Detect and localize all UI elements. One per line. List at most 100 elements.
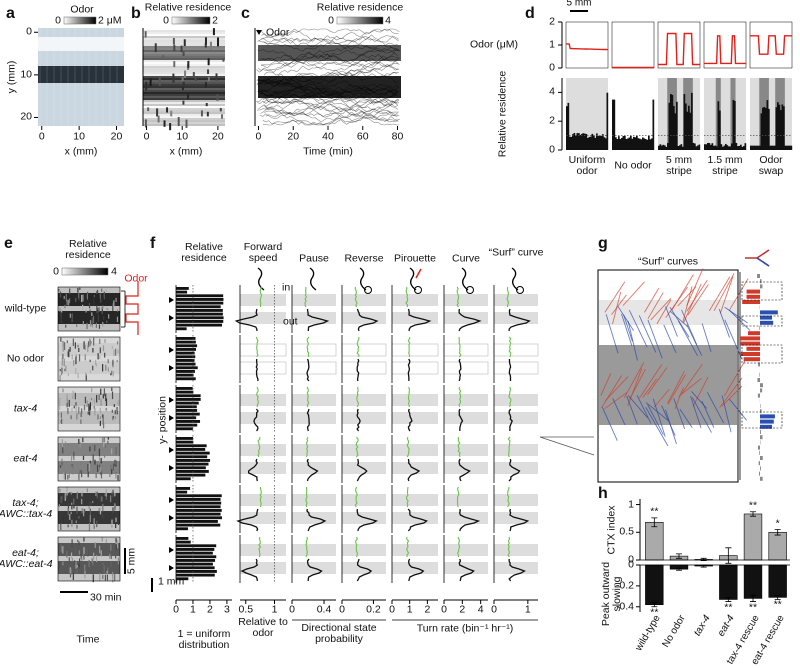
- colorbar-label: 0: [55, 14, 61, 27]
- image-speck: [173, 44, 176, 52]
- image-speck: [76, 491, 78, 499]
- worm-track: [260, 106, 399, 122]
- image-speck: [207, 69, 210, 74]
- image-speck: [169, 123, 172, 131]
- surf-trace: [724, 319, 743, 360]
- residence-hist-bar: [579, 134, 582, 150]
- state-profile-in: [356, 336, 360, 358]
- state-profile-in: [456, 486, 460, 508]
- residence-bar: [176, 520, 218, 523]
- significance-label: *: [775, 517, 780, 529]
- image-row: [143, 32, 225, 34]
- stripe-shade: [240, 444, 286, 456]
- residence-hist-bar: [763, 106, 766, 150]
- residence-hist-bar: [621, 137, 623, 150]
- surf-trace: [719, 377, 743, 408]
- state-profile-out: [458, 308, 482, 332]
- worm-track: [257, 83, 399, 97]
- surf-hist-bar: [746, 289, 760, 294]
- image-speck: [78, 541, 80, 546]
- image-speck: [114, 492, 116, 497]
- column-title: “Surf” curve: [488, 246, 544, 259]
- odor-band: [38, 37, 124, 51]
- stripe-shade: [392, 294, 438, 306]
- image-speck: [97, 309, 99, 315]
- image-speck: [89, 338, 91, 347]
- image-speck: [101, 414, 104, 418]
- residence-bar: [176, 440, 194, 444]
- image-speck: [67, 474, 69, 480]
- image-speck: [93, 297, 95, 306]
- image-speck: [62, 353, 64, 359]
- image-speck: [96, 394, 98, 403]
- colorbar-label: 0: [328, 14, 334, 27]
- image-speck: [144, 31, 147, 38]
- image-speck: [79, 287, 81, 290]
- surf-hist-bar: [743, 357, 760, 362]
- x-tick-label: 0.2: [366, 603, 381, 616]
- y-axis-label: y (mm): [5, 60, 18, 94]
- image-row: [143, 38, 225, 40]
- stripe-shade: [392, 444, 438, 456]
- residence-hist-bar: [784, 145, 787, 150]
- residence-hist-bar: [783, 106, 785, 150]
- image-speck: [94, 359, 97, 365]
- image-speck: [105, 493, 107, 500]
- image-speck: [59, 369, 61, 372]
- image-speck: [73, 451, 75, 457]
- image-speck: [88, 302, 91, 309]
- stripe-shade: [240, 394, 286, 406]
- residence-bar: [176, 448, 206, 451]
- x-tick-label: 0: [339, 603, 345, 616]
- residence-hist-bar: [585, 134, 588, 150]
- residence-bar: [176, 305, 221, 309]
- colorbar-label: 0: [53, 265, 59, 278]
- image-speck: [66, 402, 68, 408]
- residence-bar: [176, 540, 191, 544]
- image-speck: [110, 561, 112, 568]
- y-tick-label: 0: [628, 553, 634, 566]
- colorbar-title: Relative residence: [144, 1, 232, 14]
- surf-trace: [647, 292, 664, 319]
- state-profile-in: [259, 286, 263, 308]
- image-speck: [116, 539, 118, 544]
- image-row: [143, 64, 225, 66]
- y-axis-label: Relative residence: [496, 70, 509, 158]
- image-speck: [100, 297, 102, 303]
- image-speck: [186, 93, 189, 100]
- image-speck: [108, 314, 110, 319]
- image-speck: [99, 355, 101, 360]
- image-speck: [99, 293, 101, 299]
- image-speck: [97, 315, 99, 322]
- residence-hist-bar: [667, 143, 669, 150]
- image-row: [143, 112, 225, 114]
- surf-hist-bar: [760, 409, 762, 414]
- image-speck: [88, 403, 90, 412]
- image-speck: [170, 110, 173, 117]
- image-band: [58, 443, 120, 456]
- behavior-icon: [309, 267, 317, 291]
- residence-hist-bar: [591, 133, 594, 150]
- image-speck: [78, 292, 80, 299]
- image-speck: [100, 550, 102, 557]
- image-speck: [222, 58, 225, 62]
- residence-hist-bar: [766, 100, 769, 150]
- stripe-shade: [444, 444, 488, 456]
- strain-label: eat-4; AWC::eat-4: [0, 547, 53, 570]
- image-speck: [76, 524, 78, 529]
- image-row: [143, 76, 225, 78]
- surf-trace: [642, 378, 657, 398]
- colorbar: [61, 267, 109, 276]
- image-speck: [207, 58, 210, 66]
- stripe-marker: [169, 397, 174, 403]
- image-speck: [59, 307, 61, 312]
- stripe-shade: [292, 462, 336, 474]
- image-speck: [76, 413, 78, 420]
- image-speck: [70, 415, 72, 420]
- image-speck: [221, 114, 224, 119]
- residence-bar: [176, 409, 198, 412]
- image-row: [143, 62, 225, 64]
- image-band: [58, 361, 120, 374]
- strain-label: No odor: [6, 352, 45, 365]
- surf-trace: [612, 398, 626, 425]
